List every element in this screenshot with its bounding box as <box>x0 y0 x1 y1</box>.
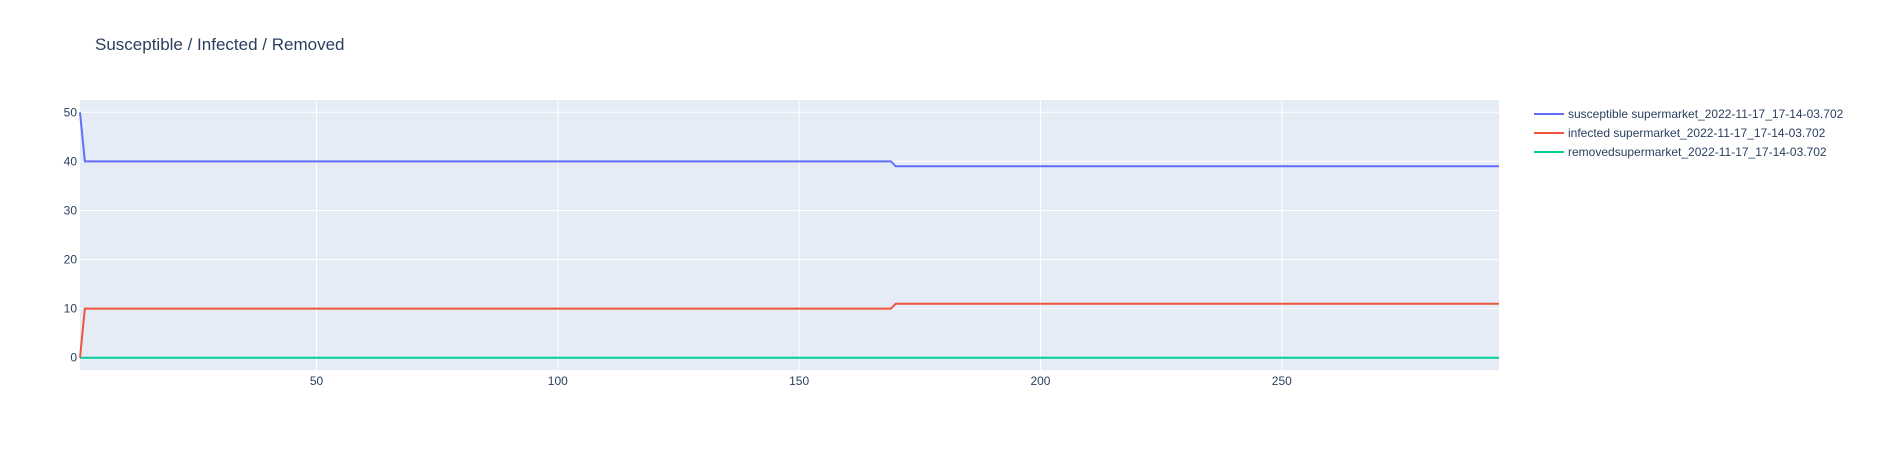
y-tick-label: 20 <box>64 253 78 267</box>
legend[interactable]: susceptible supermarket_2022-11-17_17-14… <box>1534 107 1844 159</box>
plot-area <box>80 100 1499 370</box>
y-tick-label: 10 <box>64 302 78 316</box>
legend-label: susceptible supermarket_2022-11-17_17-14… <box>1568 107 1844 121</box>
legend-label: infected supermarket_2022-11-17_17-14-03… <box>1568 126 1826 140</box>
x-axis: 50 100 150 200 250 <box>310 374 1292 388</box>
legend-item[interactable]: susceptible supermarket_2022-11-17_17-14… <box>1534 107 1844 121</box>
series-lines <box>79 112 1499 359</box>
legend-item[interactable]: removedsupermarket_2022-11-17_17-14-03.7… <box>1534 145 1827 159</box>
series-line <box>79 112 1499 168</box>
chart-title: Susceptible / Infected / Removed <box>95 35 344 54</box>
y-axis: 0 10 20 30 40 50 <box>64 105 78 364</box>
y-tick-label: 40 <box>64 154 78 168</box>
x-tick-label: 150 <box>789 374 809 388</box>
series-line <box>79 302 1499 358</box>
x-tick-label: 100 <box>548 374 568 388</box>
y-tick-label: 50 <box>64 105 78 119</box>
x-tick-label: 250 <box>1272 374 1292 388</box>
legend-item[interactable]: infected supermarket_2022-11-17_17-14-03… <box>1534 126 1826 140</box>
x-tick-label: 50 <box>310 374 324 388</box>
y-tick-label: 0 <box>70 351 77 365</box>
y-tick-label: 30 <box>64 203 78 217</box>
legend-label: removedsupermarket_2022-11-17_17-14-03.7… <box>1568 145 1827 159</box>
x-tick-label: 200 <box>1030 374 1050 388</box>
